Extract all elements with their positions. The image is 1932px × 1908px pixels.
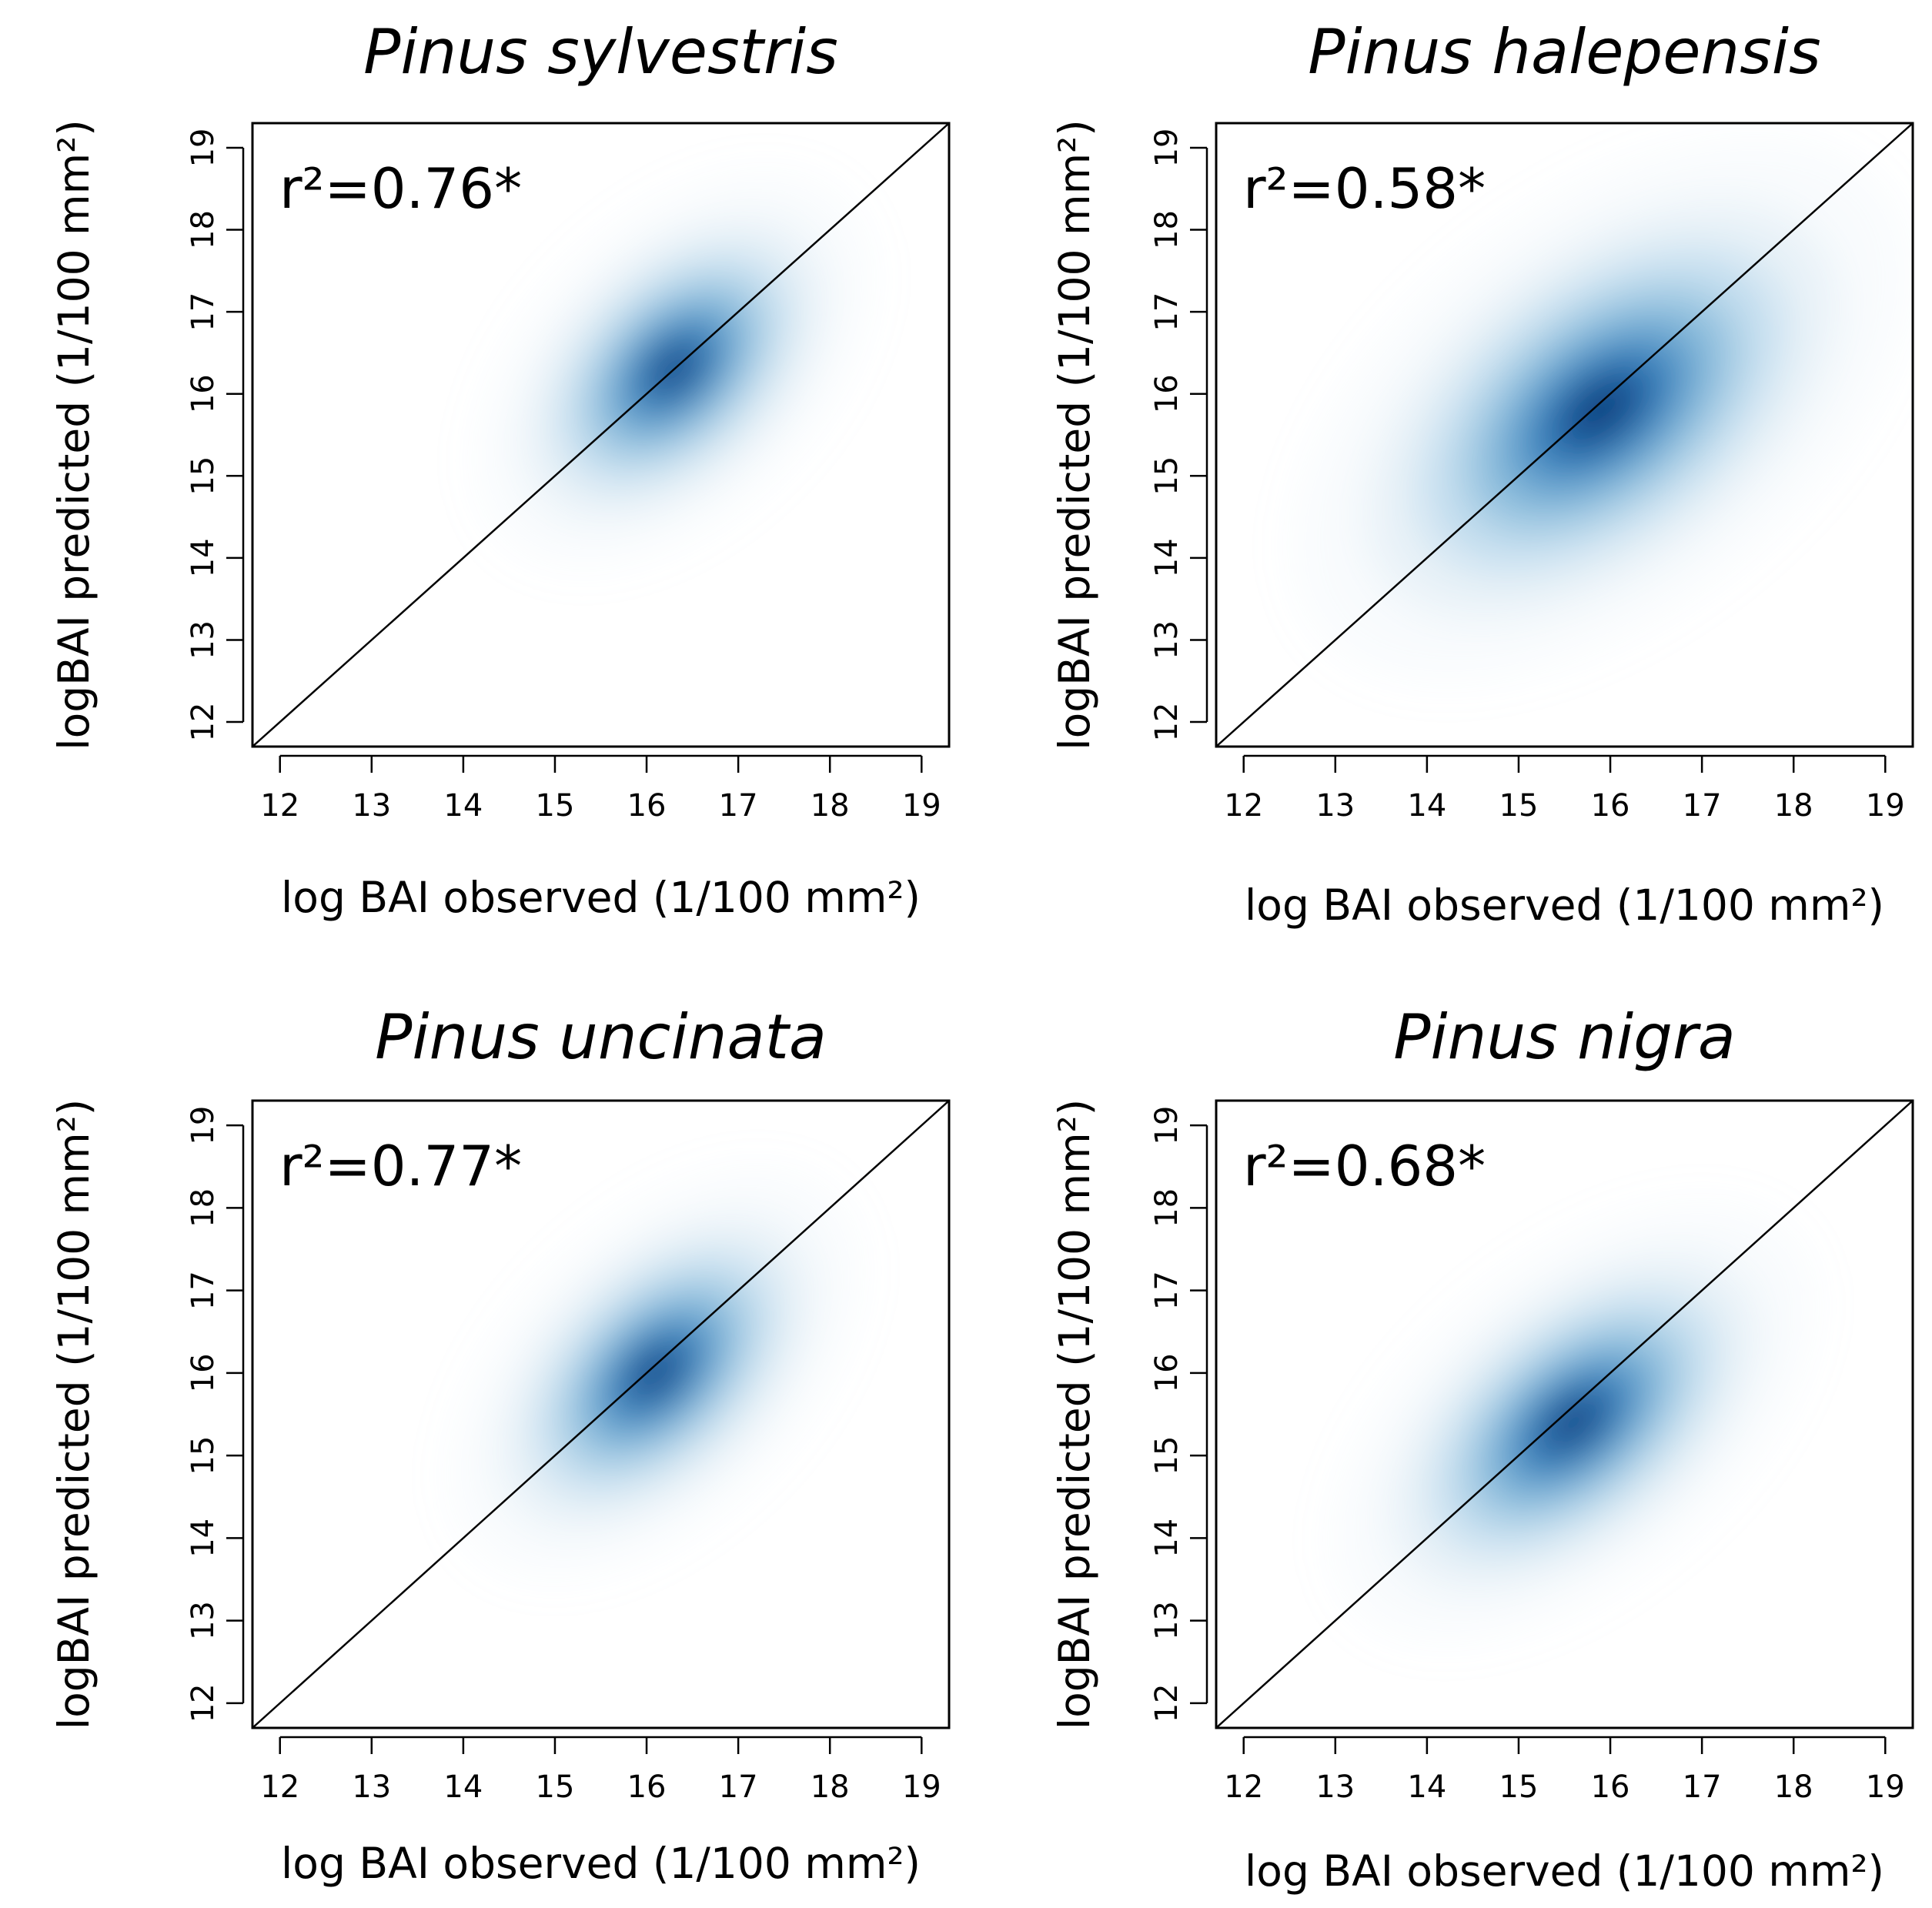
x-tick-label: 14: [1407, 1769, 1446, 1805]
y-tick-label: 19: [1149, 129, 1185, 168]
y-axis-label: logBAI predicted (1/100 mm²): [1050, 1099, 1099, 1729]
chart-panel: 12 13 14 15 16 17 18 19 12 13 14 15 16 17 18 19 Pinus ha…: [1050, 16, 1914, 930]
chart-title: Pinus halepensis: [1308, 16, 1820, 88]
x-tick-label: 13: [1315, 1769, 1355, 1805]
x-tick-label: 12: [260, 788, 299, 824]
r-squared-annotation: r²=0.77*: [279, 1134, 522, 1198]
y-tick-label: 19: [1149, 1106, 1185, 1145]
y-axis-label: logBAI predicted (1/100 mm²): [1050, 119, 1099, 750]
r-squared-annotation: r²=0.58*: [1243, 156, 1486, 221]
density-cloud: [1332, 1203, 1815, 1642]
x-tick-label: 15: [1499, 1769, 1539, 1805]
x-tick-label: 18: [811, 1769, 850, 1805]
y-tick-label: 18: [1149, 1188, 1185, 1228]
y-tick-label: 13: [186, 620, 221, 660]
y-tick-label: 17: [1149, 1271, 1185, 1310]
reference-line: [1215, 122, 1914, 747]
x-tick-label: 17: [719, 788, 758, 824]
x-tick-label: 14: [443, 1769, 483, 1805]
x-tick-label: 16: [1591, 788, 1630, 824]
y-tick-label: 19: [186, 1106, 221, 1145]
y-tick-label: 14: [1149, 1519, 1185, 1558]
x-tick-label: 13: [1315, 788, 1355, 824]
x-axis-label: log BAI observed (1/100 mm²): [1245, 1846, 1884, 1896]
x-axis-label: log BAI observed (1/100 mm²): [1245, 880, 1884, 930]
y-tick-label: 16: [186, 1353, 221, 1392]
y-tick-label: 18: [186, 210, 221, 249]
x-tick-label: 15: [1499, 788, 1539, 824]
chart-panel: 12 13 14 15 16 17 18 19 12 13 14 15 16 17 18 19 Pinus ni…: [1050, 1001, 1914, 1896]
x-tick-label: 19: [902, 788, 941, 824]
y-tick-label: 15: [186, 1436, 221, 1475]
y-tick-label: 12: [1149, 703, 1185, 742]
chart-title: Pinus nigra: [1393, 1001, 1736, 1073]
x-tick-label: 18: [1774, 788, 1813, 824]
x-axis-label: log BAI observed (1/100 mm²): [281, 1839, 921, 1888]
y-tick-label: 16: [1149, 374, 1185, 413]
y-tick-label: 14: [186, 1519, 221, 1558]
x-tick-label: 18: [811, 788, 850, 824]
x-tick-label: 19: [902, 1769, 941, 1805]
reference-line: [252, 122, 950, 747]
y-tick-label: 17: [186, 292, 221, 332]
x-tick-label: 13: [352, 1769, 391, 1805]
density-layer: [1547, 1398, 1600, 1446]
plot-frame: [1215, 122, 1914, 748]
reference-line: [252, 1100, 950, 1729]
density-cloud: [1292, 138, 1910, 683]
y-tick-label: 18: [1149, 210, 1185, 249]
density-layer: [1568, 380, 1635, 440]
chart-title: Pinus uncinata: [375, 1001, 827, 1073]
x-tick-label: 17: [1683, 1769, 1722, 1805]
y-tick-label: 17: [1149, 292, 1185, 332]
x-tick-label: 18: [1774, 1769, 1813, 1805]
x-tick-label: 14: [1407, 788, 1446, 824]
y-tick-label: 15: [1149, 456, 1185, 496]
plot-frame: [1215, 1099, 1914, 1729]
y-tick-label: 12: [186, 703, 221, 742]
y-tick-label: 16: [186, 374, 221, 413]
density-layer: [633, 1351, 678, 1395]
x-tick-label: 16: [1591, 1769, 1630, 1805]
y-axis-label: logBAI predicted (1/100 mm²): [49, 1099, 99, 1729]
y-tick-label: 13: [1149, 1601, 1185, 1640]
chart-title: Pinus sylvestris: [363, 16, 838, 88]
x-tick-label: 19: [1866, 788, 1905, 824]
x-tick-label: 17: [719, 1769, 758, 1805]
x-tick-label: 12: [260, 1769, 299, 1805]
chart-panel: 12 13 14 15 16 17 18 19 12 13 14 15 16 17 18 19 Pinus sy…: [49, 16, 951, 922]
y-tick-label: 18: [186, 1188, 221, 1228]
x-axis-label: log BAI observed (1/100 mm²): [281, 873, 921, 922]
y-tick-label: 12: [1149, 1683, 1185, 1723]
x-tick-label: 13: [352, 788, 391, 824]
r-squared-annotation: r²=0.76*: [279, 156, 522, 221]
x-tick-label: 15: [536, 1769, 575, 1805]
y-tick-label: 13: [1149, 620, 1185, 660]
y-tick-label: 15: [186, 456, 221, 496]
y-axis-label: logBAI predicted (1/100 mm²): [49, 119, 99, 750]
x-tick-label: 16: [627, 1769, 667, 1805]
y-tick-label: 12: [186, 1683, 221, 1723]
x-tick-label: 16: [627, 788, 667, 824]
plot-frame: [251, 122, 951, 748]
x-tick-label: 12: [1224, 1769, 1263, 1805]
x-tick-label: 12: [1224, 788, 1263, 824]
chart-panel: 12 13 14 15 16 17 18 19 12 13 14 15 16 17 18 19 Pinus un…: [49, 1001, 951, 1888]
y-tick-label: 14: [186, 538, 221, 577]
y-tick-label: 16: [1149, 1353, 1185, 1392]
y-tick-label: 15: [1149, 1436, 1185, 1475]
y-tick-label: 14: [1149, 538, 1185, 577]
r-squared-annotation: r²=0.68*: [1243, 1134, 1486, 1198]
y-tick-label: 17: [186, 1271, 221, 1310]
x-tick-label: 15: [536, 788, 575, 824]
x-tick-label: 17: [1683, 788, 1722, 824]
reference-line: [1215, 1100, 1914, 1729]
x-tick-label: 19: [1866, 1769, 1905, 1805]
x-tick-label: 14: [443, 788, 483, 824]
y-tick-label: 19: [186, 129, 221, 168]
y-tick-label: 13: [186, 1601, 221, 1640]
plot-frame: [251, 1099, 951, 1729]
